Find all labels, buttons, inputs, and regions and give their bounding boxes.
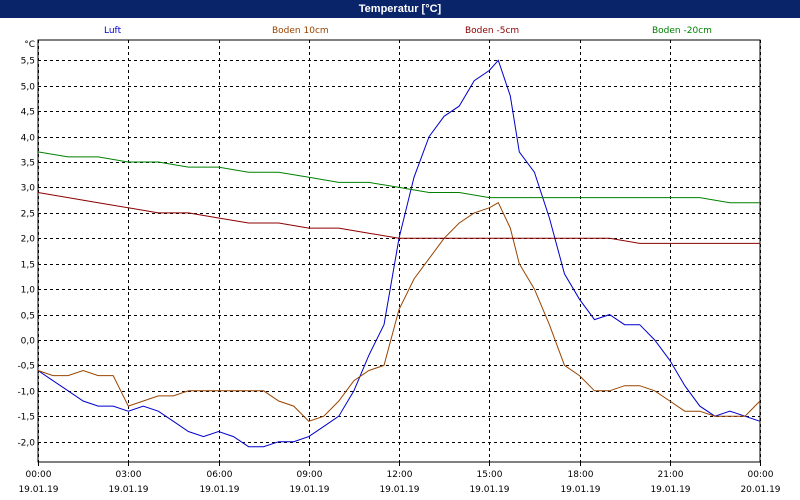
x-tick-date: 20.01.19	[740, 485, 780, 495]
y-tick-label: -1,0	[17, 388, 35, 398]
y-tick-label: 2,5	[21, 210, 35, 220]
series-line-boden-10cm	[37, 201, 761, 422]
series-line-boden-20cm	[37, 151, 760, 204]
y-tick-label: 3,5	[21, 159, 35, 169]
y-tick-label: 2,0	[21, 235, 36, 245]
series-line-boden-5cm	[37, 192, 760, 244]
x-tick-date: 19.01.19	[18, 485, 58, 495]
x-tick-date: 19.01.19	[560, 485, 600, 495]
y-tick-label: -2,0	[17, 439, 35, 449]
x-tick-date: 19.01.19	[199, 485, 239, 495]
legend-boden-10cm: Boden 10cm	[272, 26, 329, 36]
x-tick-time: 06:00	[207, 470, 233, 480]
x-tick-date: 19.01.19	[469, 485, 509, 495]
y-tick-label: 5,0	[21, 83, 36, 93]
y-tick-label: 1,5	[21, 261, 35, 271]
y-tick-label: 4,5	[21, 108, 35, 118]
x-tick-time: 21:00	[658, 470, 684, 480]
legend-luft: Luft	[104, 26, 122, 36]
x-tick-time: 00:00	[748, 470, 774, 480]
x-tick-date: 19.01.19	[108, 485, 148, 495]
x-tick-time: 12:00	[387, 470, 413, 480]
y-tick-label: 0,5	[21, 312, 35, 322]
x-tick-date: 19.01.19	[289, 485, 329, 495]
x-tick-time: 00:00	[26, 470, 52, 480]
y-tick-label: -1,5	[17, 413, 35, 423]
x-tick-time: 18:00	[568, 470, 594, 480]
y-tick-label: 1,0	[21, 286, 36, 296]
y-tick-label: 3,0	[21, 184, 36, 194]
x-tick-date: 19.01.19	[379, 485, 419, 495]
y-tick-label: 0,0	[21, 337, 36, 347]
legend-boden-5cm: Boden -5cm	[465, 26, 520, 36]
y-tick-label: -0,5	[17, 362, 35, 372]
legend-boden-20cm: Boden -20cm	[652, 26, 712, 36]
x-tick-time: 03:00	[116, 470, 142, 480]
y-tick-label: 5,5	[21, 57, 35, 67]
x-tick-date: 19.01.19	[650, 485, 690, 495]
x-tick-time: 09:00	[297, 470, 323, 480]
x-tick-time: 15:00	[477, 470, 503, 480]
y-tick-label: 4,0	[21, 134, 36, 144]
series-line-luft	[37, 59, 761, 448]
chart-title: Temperatur [°C]	[0, 0, 800, 18]
y-axis-unit: °C	[24, 40, 35, 50]
